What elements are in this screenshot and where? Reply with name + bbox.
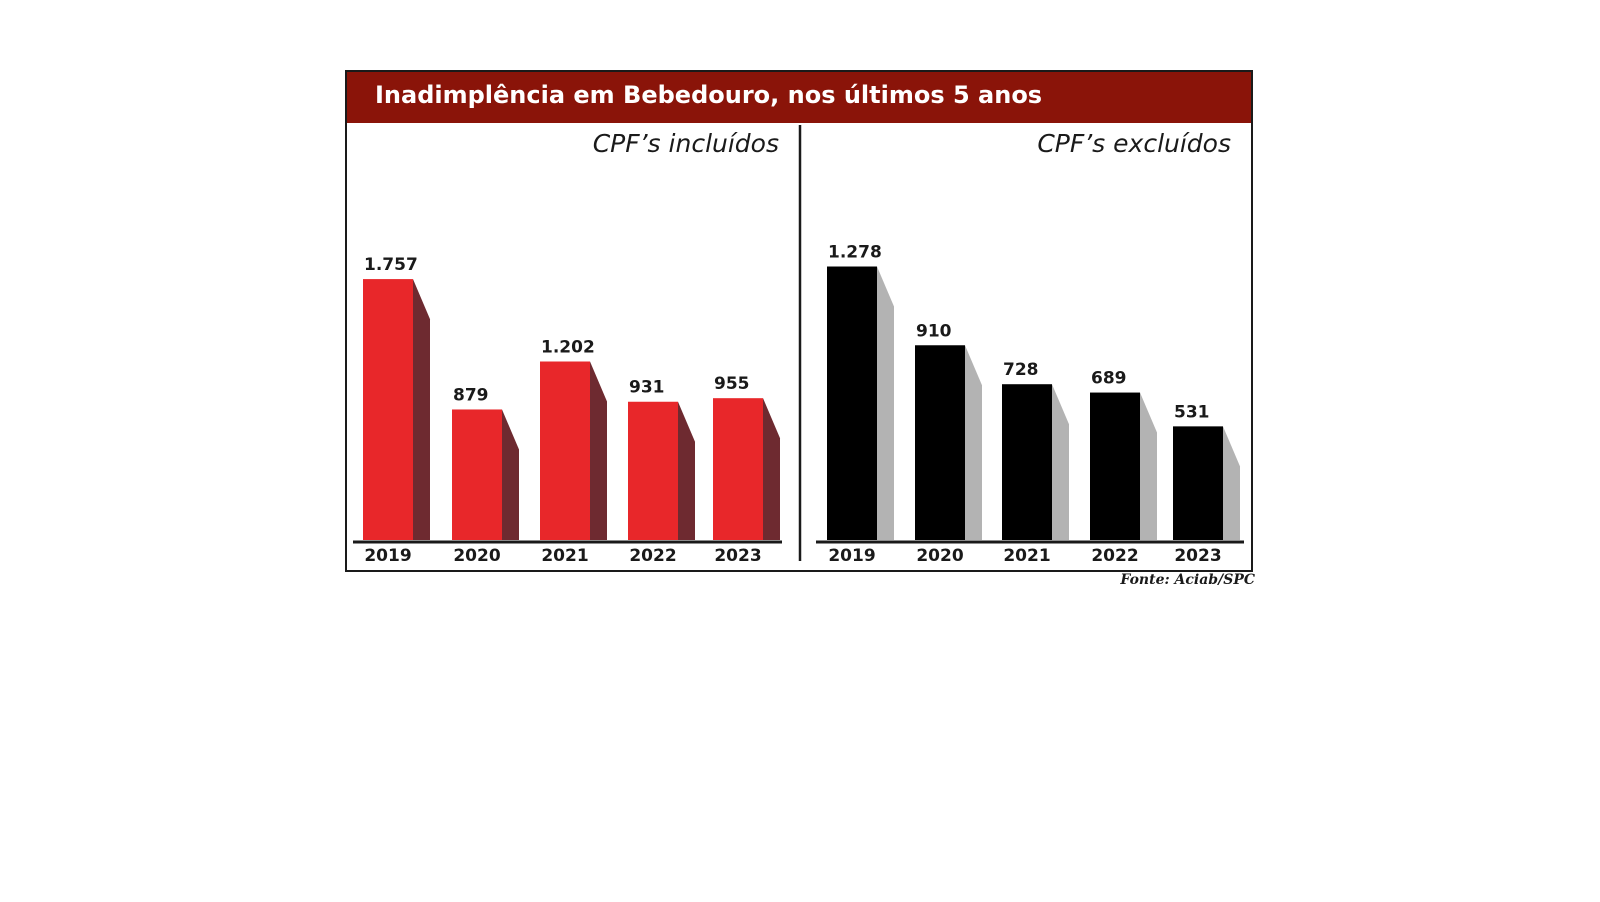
excluded-bar — [915, 345, 965, 540]
included-bar-side — [678, 401, 695, 540]
excluded-bar — [827, 266, 877, 540]
included-bar-side — [590, 361, 607, 540]
excluded-year-label: 2022 — [1091, 546, 1138, 566]
included-bar — [628, 401, 678, 540]
title-bar: Inadimplência em Bebedouro, nos últimos … — [347, 72, 1251, 123]
excluded-value-label: 910 — [916, 321, 952, 341]
excluded-value-label: 1.278 — [828, 243, 882, 263]
included-bar — [540, 361, 590, 540]
included-bar — [452, 409, 502, 540]
included-year-label: 2021 — [541, 546, 588, 566]
excluded-bar-side — [1223, 426, 1240, 540]
included-bar — [363, 279, 413, 540]
included-year-label: 2022 — [629, 546, 676, 566]
excluded-bar-side — [965, 345, 982, 540]
source-note: Fonte: Aciab/SPC — [1120, 572, 1255, 588]
excluded-bar-side — [1052, 384, 1069, 540]
included-bar — [713, 398, 763, 540]
excluded-bar — [1002, 384, 1052, 540]
excluded-bar-side — [1140, 392, 1157, 540]
excluded-year-label: 2019 — [828, 546, 875, 566]
excluded-bar — [1173, 426, 1223, 540]
excluded-panel-title: CPF’s excluídos — [1037, 129, 1231, 158]
excluded-bar — [1090, 392, 1140, 540]
excluded-value-label: 531 — [1174, 402, 1210, 422]
included-panel-title: CPF’s incluídos — [593, 129, 779, 158]
excluded-value-label: 689 — [1091, 369, 1127, 389]
included-bars: 1.757 2019 879 2020 1.202 2021 931 2022 955 2023 — [363, 255, 780, 566]
included-bar-side — [763, 398, 780, 540]
included-value-label: 931 — [629, 378, 665, 398]
included-bar-side — [502, 409, 519, 540]
excluded-year-label: 2020 — [916, 546, 963, 566]
included-value-label: 1.757 — [364, 255, 418, 275]
included-value-label: 955 — [714, 374, 750, 394]
included-year-label: 2019 — [364, 546, 411, 566]
included-bar-side — [413, 279, 430, 540]
included-year-label: 2020 — [453, 546, 500, 566]
excluded-year-label: 2023 — [1174, 546, 1221, 566]
excluded-bars: 1.278 2019 910 2020 728 2021 689 2022 531 2023 — [827, 243, 1240, 566]
included-year-label: 2023 — [714, 546, 761, 566]
chart-title: Inadimplência em Bebedouro, nos últimos … — [375, 81, 1043, 109]
included-value-label: 1.202 — [541, 338, 595, 358]
excluded-year-label: 2021 — [1003, 546, 1050, 566]
excluded-value-label: 728 — [1003, 360, 1039, 380]
excluded-bar-side — [877, 266, 894, 540]
included-value-label: 879 — [453, 385, 489, 405]
